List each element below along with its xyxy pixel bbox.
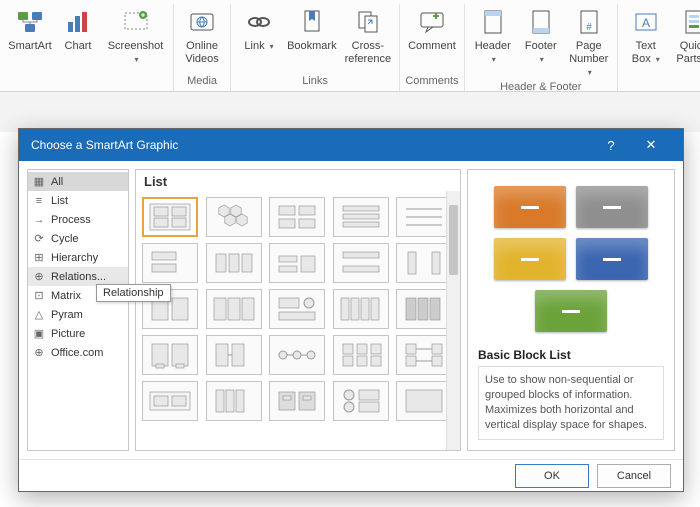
layout-thumbnail[interactable]	[333, 243, 389, 283]
layout-thumbnail[interactable]	[269, 335, 325, 375]
category-pyram[interactable]: △Pyram	[28, 305, 128, 324]
preview-block	[494, 238, 566, 280]
ribbon-footer-button[interactable]: Footer ▾	[517, 4, 565, 79]
category-icon: ▣	[32, 327, 46, 341]
category-icon: ⟳	[32, 232, 46, 246]
category-icon: →	[32, 213, 46, 227]
cancel-button[interactable]: Cancel	[597, 464, 671, 488]
category-icon: ⊡	[32, 289, 46, 303]
layout-thumbnail[interactable]	[269, 381, 325, 421]
preview-title: Basic Block List	[478, 348, 664, 362]
text-box-icon: A	[630, 6, 662, 38]
layout-thumbnail[interactable]	[142, 197, 198, 237]
svg-text:#: #	[586, 22, 592, 33]
header-icon	[477, 6, 509, 38]
link-icon	[243, 6, 275, 38]
ribbon-smartart-button[interactable]: SmartArt	[6, 4, 54, 85]
layout-thumbnail[interactable]	[206, 289, 262, 329]
dialog-footer: OK Cancel	[19, 459, 683, 491]
bookmark-icon	[296, 6, 328, 38]
category-officecom[interactable]: ⊕Office.com	[28, 343, 128, 362]
category-list: ▦All≡List→Process⟳Cycle⊞Hierarchy⊕Relati…	[27, 169, 129, 451]
layout-thumbnail[interactable]	[396, 243, 452, 283]
category-icon: ≡	[32, 194, 46, 208]
layout-thumbnail[interactable]	[396, 381, 452, 421]
gallery-scrollbar[interactable]	[446, 191, 460, 450]
category-list[interactable]: ≡List	[28, 191, 128, 210]
category-hierarchy[interactable]: ⊞Hierarchy	[28, 248, 128, 267]
ribbon-screenshot-button[interactable]: Screenshot ▾	[102, 4, 169, 85]
ribbon-online-videos-button[interactable]: Online Videos	[178, 4, 226, 73]
online-videos-icon	[186, 6, 218, 38]
category-all[interactable]: ▦All	[28, 172, 128, 191]
cross-reference-icon	[352, 6, 384, 38]
category-picture[interactable]: ▣Picture	[28, 324, 128, 343]
layout-thumbnail[interactable]	[333, 197, 389, 237]
ribbon-comment-button[interactable]: Comment	[404, 4, 460, 73]
category-icon: ▦	[32, 175, 46, 189]
layout-thumbnail[interactable]	[396, 335, 452, 375]
gallery-heading: List	[136, 170, 460, 191]
layout-thumbnail[interactable]	[333, 335, 389, 375]
tooltip: Relationship	[96, 284, 171, 302]
preview-canvas	[478, 180, 664, 340]
help-button[interactable]: ?	[591, 129, 631, 161]
layout-thumbnail[interactable]	[269, 243, 325, 283]
layout-thumbnail[interactable]	[269, 197, 325, 237]
layout-thumbnail[interactable]	[396, 289, 452, 329]
footer-icon	[525, 6, 557, 38]
ribbon-text-box-button[interactable]: AText Box ▾	[622, 4, 670, 85]
category-icon: ⊕	[32, 346, 46, 360]
layout-thumbnail[interactable]	[269, 289, 325, 329]
category-relations[interactable]: ⊕Relations...Relationship	[28, 267, 128, 286]
layout-thumbnail[interactable]	[206, 335, 262, 375]
page-number-icon: #	[573, 6, 605, 38]
dialog-title: Choose a SmartArt Graphic	[31, 138, 178, 152]
smartart-icon	[14, 6, 46, 38]
layout-thumbnail[interactable]	[333, 381, 389, 421]
ribbon-link-button[interactable]: Link ▾	[235, 4, 283, 73]
layout-thumbnail[interactable]	[206, 381, 262, 421]
svg-text:A: A	[642, 16, 650, 30]
preview-block	[535, 290, 607, 332]
preview-description: Use to show non-sequential or grouped bl…	[478, 366, 664, 440]
category-icon: ⊕	[32, 270, 46, 284]
document-area	[0, 92, 700, 132]
ribbon-chart-button[interactable]: Chart	[54, 4, 102, 85]
dialog-titlebar: Choose a SmartArt Graphic ? ✕	[19, 129, 683, 161]
ok-button[interactable]: OK	[515, 464, 589, 488]
ribbon-page-number-button[interactable]: #Page Number ▾	[565, 4, 613, 79]
preview-block	[576, 186, 648, 228]
preview-block	[494, 186, 566, 228]
category-icon: ⊞	[32, 251, 46, 265]
ribbon-quick-parts-button[interactable]: Quick Parts ▾	[670, 4, 700, 85]
layout-thumbnail[interactable]	[396, 197, 452, 237]
ribbon-header-button[interactable]: Header ▾	[469, 4, 517, 79]
ribbon-cross-reference-button[interactable]: Cross- reference	[341, 4, 395, 73]
screenshot-icon	[120, 6, 152, 38]
layout-thumbnail[interactable]	[142, 335, 198, 375]
preview-block	[576, 238, 648, 280]
ribbon-bookmark-button[interactable]: Bookmark	[283, 4, 341, 73]
quick-parts-icon	[678, 6, 700, 38]
comment-icon	[416, 6, 448, 38]
smartart-dialog: Choose a SmartArt Graphic ? ✕ ▦All≡List→…	[18, 128, 684, 492]
preview-pane: Basic Block List Use to show non-sequent…	[467, 169, 675, 451]
layout-thumbnail[interactable]	[206, 197, 262, 237]
close-button[interactable]: ✕	[631, 129, 671, 161]
ribbon: SmartArtChartScreenshot ▾Online VideosMe…	[0, 0, 700, 92]
category-cycle[interactable]: ⟳Cycle	[28, 229, 128, 248]
layout-gallery: List	[135, 169, 461, 451]
layout-thumbnail[interactable]	[142, 381, 198, 421]
chart-icon	[62, 6, 94, 38]
layout-thumbnail[interactable]	[142, 243, 198, 283]
layout-thumbnail[interactable]	[206, 243, 262, 283]
layout-thumbnail[interactable]	[333, 289, 389, 329]
category-icon: △	[32, 308, 46, 322]
category-process[interactable]: →Process	[28, 210, 128, 229]
